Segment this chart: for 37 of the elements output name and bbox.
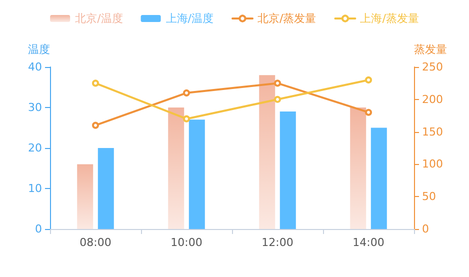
y2-tick-label: 200 (422, 92, 443, 106)
x-tick-label: 08:00 (80, 236, 112, 249)
point (365, 108, 372, 116)
point (92, 80, 99, 87)
point (365, 76, 372, 84)
x-tick-label: 10:00 (170, 236, 202, 249)
y-tick-label: 40 (28, 60, 42, 74)
bar (350, 108, 366, 229)
point (274, 80, 281, 87)
y2-axis-title: 蒸发量 (414, 43, 447, 56)
y-tick-label: 10 (28, 182, 42, 195)
bar (280, 112, 296, 229)
legend-label: 上海/蒸发量 (360, 12, 419, 25)
x-tick-label: 12:00 (262, 236, 294, 249)
y2-tick-label: 0 (422, 222, 429, 236)
y2-tick-label: 250 (422, 60, 443, 74)
legend-label: 北京/温度 (75, 12, 123, 25)
bar (188, 120, 205, 229)
x-tick-label: 14:00 (352, 236, 384, 249)
y-axis-title: 温度 (28, 43, 50, 56)
point (92, 122, 99, 129)
point (183, 89, 190, 96)
point (183, 115, 190, 122)
y2-tick-label: 150 (422, 125, 443, 138)
y2-tick-label: 100 (422, 158, 443, 171)
legend-label: 北京/蒸发量 (258, 12, 316, 25)
y2-tick-label: 50 (422, 190, 436, 204)
legend-label: 上海/温度 (166, 12, 214, 25)
bar (168, 108, 184, 229)
bar (77, 164, 94, 229)
y-tick-label: 20 (28, 142, 42, 154)
y-tick-label: 30 (28, 101, 42, 114)
point (274, 96, 281, 103)
bar (98, 148, 114, 229)
bar (259, 75, 276, 229)
bar (370, 128, 387, 229)
y-tick-label: 0 (35, 222, 42, 236)
